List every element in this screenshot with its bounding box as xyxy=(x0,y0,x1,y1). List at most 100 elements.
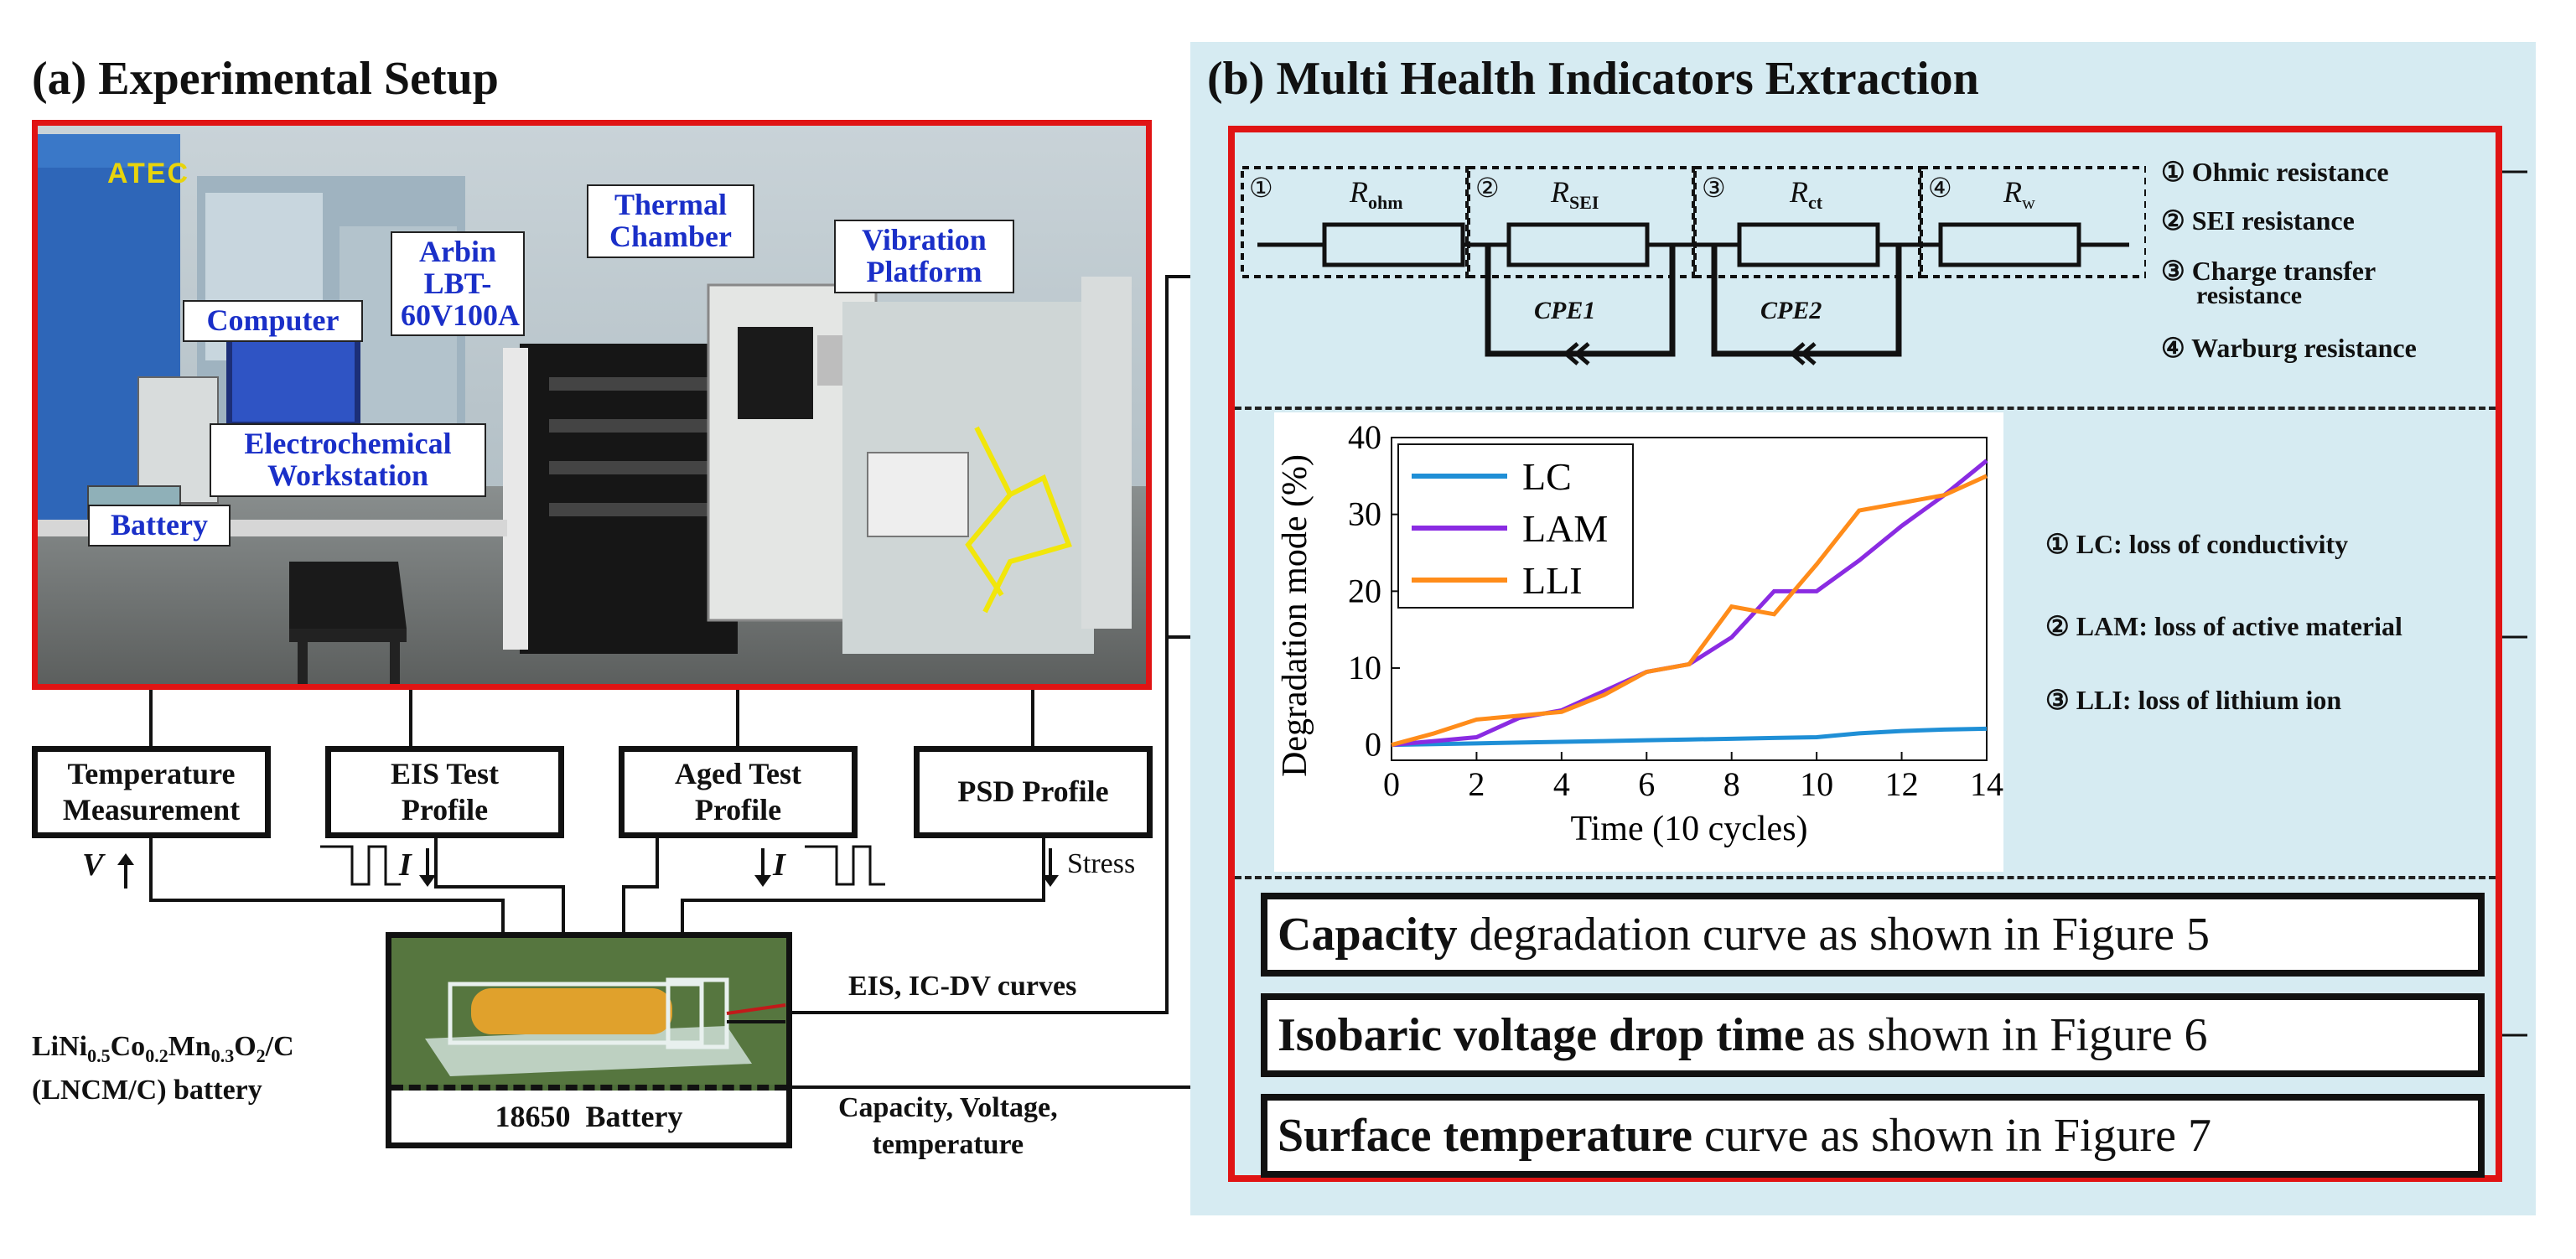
r-ohm-sub: ohm xyxy=(1368,192,1403,214)
panel-b-side-ticks xyxy=(2502,170,2527,1037)
resistor-label-ct: Rct xyxy=(1790,174,1822,214)
formula-co: Co xyxy=(110,1031,146,1062)
vibration-platform-label: Vibration Platform xyxy=(834,220,1014,293)
separator-2 xyxy=(1235,876,2496,879)
degradation-chart-area: 0 2 4 6 8 10 12 14 0 10 20 30 40 Time (10 cycles) Degr… xyxy=(1274,412,2003,872)
resistor-label-sei: RSEI xyxy=(1551,174,1599,214)
y-tick-label: 0 xyxy=(1365,726,1381,764)
capacity-indicator-rest: degradation curve as shown in Figure 5 xyxy=(1457,909,2210,961)
battery-caption: 18650 Battery xyxy=(495,1100,683,1133)
x-tick-label: 10 xyxy=(1800,765,1833,803)
equivalent-circuit xyxy=(1241,166,2146,365)
capacity-indicator-bold: Capacity xyxy=(1278,909,1458,961)
eis-line-1: EIS Test xyxy=(390,756,500,790)
x-tick-label: 12 xyxy=(1885,765,1919,803)
formula-o: O xyxy=(234,1031,257,1062)
battery-box: 18650 Battery xyxy=(386,932,792,1148)
cap-line-2: temperature xyxy=(872,1129,1024,1161)
thermal-line-1: Thermal xyxy=(614,188,727,221)
panel-a-title: (a) Experimental Setup xyxy=(32,53,499,105)
voltage-drop-indicator-box: Isobaric voltage drop time as shown in F… xyxy=(1261,993,2485,1077)
r-w-main: R xyxy=(2003,175,2022,209)
atec-logo: ATEC xyxy=(107,158,190,189)
r-sei-sub: SEI xyxy=(1569,192,1599,214)
cap-line-1: Capacity, Voltage, xyxy=(838,1092,1058,1123)
resistor-label-w: Rw xyxy=(2003,174,2035,214)
x-axis-label: Time (10 cycles) xyxy=(1570,810,1807,848)
x-tick-label: 4 xyxy=(1553,765,1570,803)
y-tick-label: 40 xyxy=(1348,418,1381,456)
plot-frame xyxy=(1391,437,1988,761)
capacity-indicator-box: Capacity degradation curve as shown in F… xyxy=(1261,893,2485,977)
y-tick-label: 20 xyxy=(1348,572,1381,609)
legend-label-lam: LAM xyxy=(1522,507,1608,550)
y-axis-label: Degradation mode (%) xyxy=(1276,454,1314,777)
surface-temp-indicator-bold: Surface temperature xyxy=(1278,1110,1693,1162)
psd-profile-box: PSD Profile xyxy=(914,746,1153,838)
arbin-label: Arbin LBT- 60V100A xyxy=(391,231,525,337)
electrochemical-workstation-label: Electrochemical Workstation xyxy=(210,423,486,497)
eis-test-profile-box: EIS Test Profile xyxy=(325,746,564,838)
formula-li: LiNi xyxy=(32,1031,88,1062)
vibration-line-1: Vibration xyxy=(862,223,987,256)
voltage-drop-indicator-bold: Isobaric voltage drop time xyxy=(1278,1009,1805,1061)
degradation-chart: 0 2 4 6 8 10 12 14 0 10 20 30 40 Time (10 cycles) Degr… xyxy=(1276,418,2003,848)
x-tick-label: 0 xyxy=(1383,765,1400,803)
eis-ic-dv-label: EIS, IC-DV curves xyxy=(848,971,1077,1002)
arbin-line-3: 60V100A xyxy=(401,298,520,332)
temperature-measurement-box: Temperature Measurement xyxy=(32,746,271,838)
formula-sub-ni: 0.5 xyxy=(87,1044,111,1066)
battery-chemistry-line-2: (LNCM/C) battery xyxy=(32,1075,262,1106)
separator-1 xyxy=(1235,407,2496,410)
formula-sub-co: 0.2 xyxy=(145,1044,168,1066)
panel-b-frame xyxy=(1228,126,2502,1182)
legend-label-lli: LLI xyxy=(1522,559,1583,602)
aged-line-1: Aged Test xyxy=(674,756,802,790)
temperature-line-1: Temperature xyxy=(67,756,236,790)
cpe1-label: CPE1 xyxy=(1534,297,1596,324)
circuit-number-1: ① xyxy=(1249,173,1273,203)
battery-chemistry-formula: LiNi0.5Co0.2Mn0.3O2/C xyxy=(32,1031,294,1067)
circuit-legend-2: ② SEI resistance xyxy=(2161,205,2355,236)
circuit-legend-3b: resistance xyxy=(2196,282,2303,309)
voltage-drop-indicator-rest: as shown in Figure 6 xyxy=(1804,1009,2208,1061)
x-tick-label: 6 xyxy=(1638,765,1655,803)
resistor-label-ohm: Rohm xyxy=(1350,174,1403,214)
mode-legend-3: ③ LLI: loss of lithium ion xyxy=(2045,685,2342,715)
thermal-line-2: Chamber xyxy=(609,219,732,253)
circuit-number-2: ② xyxy=(1475,173,1500,203)
battery-illustration xyxy=(391,938,786,1085)
series-line-lli xyxy=(1391,474,1988,748)
stress-signal-label: Stress xyxy=(1067,848,1136,879)
r-ct-sub: ct xyxy=(1808,192,1823,214)
panel-b-title: (b) Multi Health Indicators Extraction xyxy=(1207,53,1979,105)
circuit-legend-3: ③ Charge transfer xyxy=(2161,256,2376,286)
eis-line-2: Profile xyxy=(401,793,489,826)
voltage-signal-label: V xyxy=(82,847,104,883)
series-line-lc xyxy=(1391,726,1988,748)
mode-legend-2: ② LAM: loss of active material xyxy=(2045,611,2402,641)
r-ohm-main: R xyxy=(1350,175,1368,209)
battery-photo xyxy=(391,938,786,1091)
arbin-line-1: Arbin xyxy=(418,235,497,268)
y-tick-label: 30 xyxy=(1348,495,1381,533)
r-ct-main: R xyxy=(1790,175,1808,209)
current-signal-label-1: I xyxy=(399,847,412,883)
circuit-number-4: ④ xyxy=(1928,173,1952,203)
circuit-number-3: ③ xyxy=(1702,173,1726,203)
mode-legend-1: ① LC: loss of conductivity xyxy=(2045,529,2349,559)
aged-test-profile-box: Aged Test Profile xyxy=(619,746,858,838)
capacity-voltage-temp-label: Capacity, Voltage, temperature xyxy=(838,1090,1058,1163)
surface-temp-indicator-rest: curve as shown in Figure 7 xyxy=(1692,1110,2212,1162)
temperature-line-2: Measurement xyxy=(62,793,241,826)
electrochem-line-2: Workstation xyxy=(267,458,429,492)
aged-line-2: Profile xyxy=(694,793,782,826)
formula-mn: Mn xyxy=(168,1031,211,1062)
x-tick-label: 8 xyxy=(1723,765,1740,803)
electrochem-line-1: Electrochemical xyxy=(244,427,452,460)
vibration-line-2: Platform xyxy=(866,254,982,288)
surface-temp-indicator-box: Surface temperature curve as shown in Fi… xyxy=(1261,1094,2485,1178)
circuit-legend-4: ④ Warburg resistance xyxy=(2161,333,2417,363)
computer-label: Computer xyxy=(183,300,363,342)
battery-photo-label: Battery xyxy=(88,505,231,547)
